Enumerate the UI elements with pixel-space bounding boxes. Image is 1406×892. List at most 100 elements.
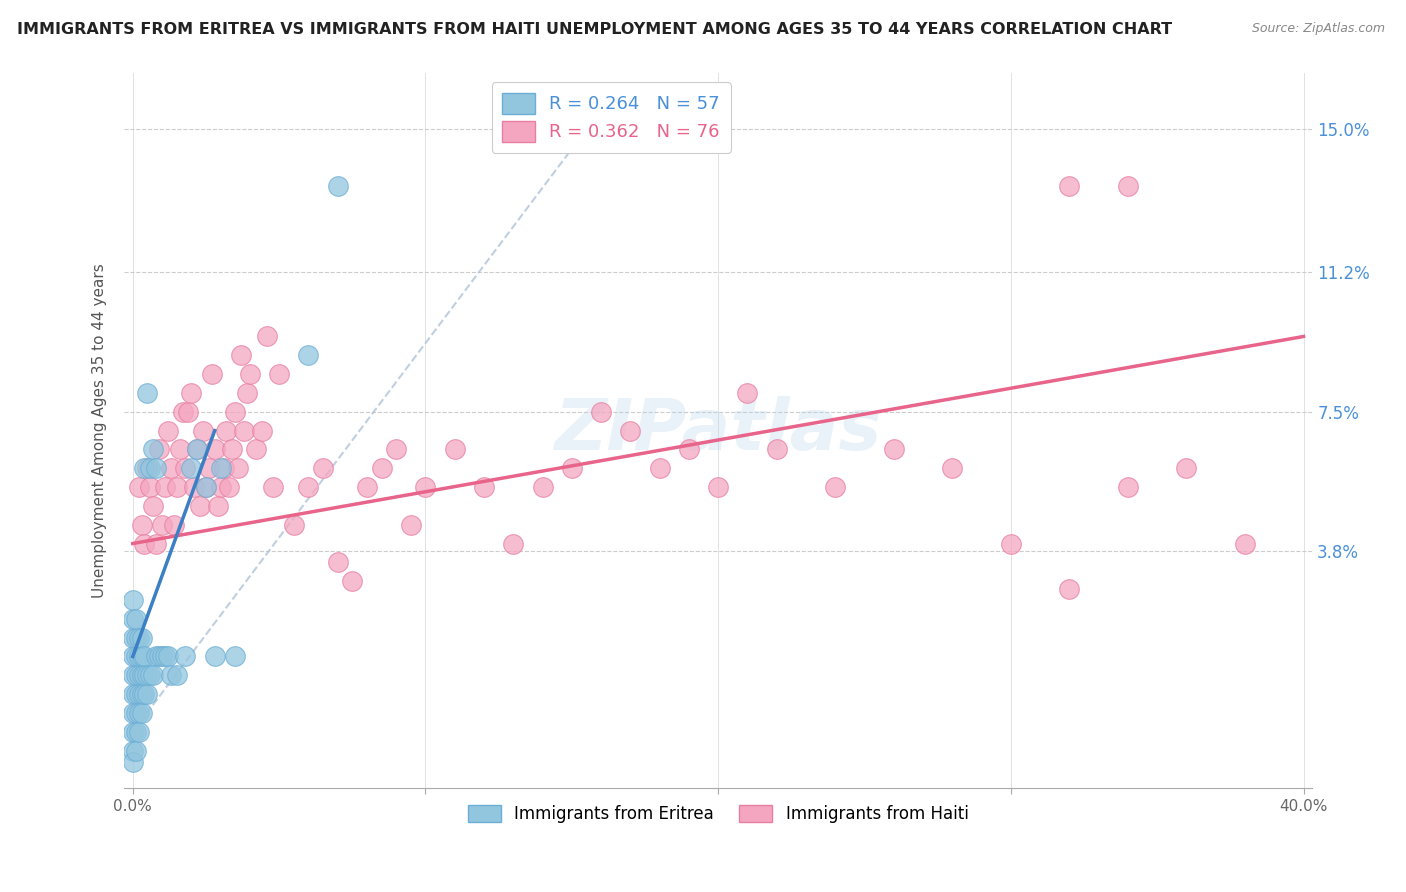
Point: [121, 724, 143, 739]
Point: [131, 706, 153, 720]
Point: [824, 480, 846, 494]
Point: [125, 631, 148, 645]
Point: [136, 461, 159, 475]
Point: [150, 649, 173, 664]
Point: [125, 706, 148, 720]
Point: [128, 668, 150, 682]
Point: [224, 405, 246, 419]
Point: [737, 386, 759, 401]
Point: [198, 461, 221, 475]
Point: [142, 499, 165, 513]
Point: [1059, 582, 1081, 596]
Point: [239, 367, 262, 381]
Point: [128, 480, 150, 494]
Point: [166, 480, 188, 494]
Point: [221, 442, 243, 457]
Point: [1059, 178, 1081, 193]
Point: [128, 631, 150, 645]
Point: [174, 461, 197, 475]
Point: [415, 480, 437, 494]
Point: [134, 668, 156, 682]
Point: [204, 442, 226, 457]
Point: [194, 480, 217, 494]
Point: [121, 612, 143, 626]
Point: [180, 386, 202, 401]
Point: [245, 442, 267, 457]
Point: [502, 536, 524, 550]
Point: [166, 668, 188, 682]
Point: [177, 405, 200, 419]
Point: [191, 424, 214, 438]
Point: [131, 687, 153, 701]
Point: [148, 442, 170, 457]
Point: [131, 668, 153, 682]
Point: [226, 461, 249, 475]
Point: [370, 461, 392, 475]
Point: [256, 329, 278, 343]
Point: [125, 724, 148, 739]
Point: [128, 649, 150, 664]
Point: [385, 442, 408, 457]
Point: [136, 687, 159, 701]
Point: [591, 405, 613, 419]
Text: Source: ZipAtlas.com: Source: ZipAtlas.com: [1251, 22, 1385, 36]
Point: [121, 743, 143, 757]
Point: [139, 461, 162, 475]
Point: [186, 442, 208, 457]
Point: [443, 442, 465, 457]
Point: [326, 555, 349, 569]
Point: [207, 499, 229, 513]
Point: [183, 480, 205, 494]
Point: [883, 442, 905, 457]
Point: [297, 480, 319, 494]
Point: [131, 649, 153, 664]
Point: [159, 461, 181, 475]
Point: [619, 424, 641, 438]
Point: [1116, 480, 1139, 494]
Point: [1175, 461, 1198, 475]
Point: [218, 480, 240, 494]
Point: [128, 706, 150, 720]
Point: [236, 386, 259, 401]
Point: [297, 348, 319, 362]
Point: [224, 649, 246, 664]
Point: [142, 442, 165, 457]
Y-axis label: Unemployment Among Ages 35 to 44 years: Unemployment Among Ages 35 to 44 years: [93, 263, 107, 598]
Point: [121, 687, 143, 701]
Point: [561, 461, 583, 475]
Point: [186, 442, 208, 457]
Point: [312, 461, 335, 475]
Point: [125, 687, 148, 701]
Point: [131, 631, 153, 645]
Point: [283, 517, 305, 532]
Point: [121, 706, 143, 720]
Point: [678, 442, 700, 457]
Point: [169, 442, 191, 457]
Point: [125, 612, 148, 626]
Point: [121, 649, 143, 664]
Point: [128, 687, 150, 701]
Point: [134, 461, 156, 475]
Point: [163, 517, 186, 532]
Point: [121, 593, 143, 607]
Point: [150, 517, 173, 532]
Point: [153, 480, 176, 494]
Point: [121, 755, 143, 769]
Point: [209, 480, 232, 494]
Point: [139, 480, 162, 494]
Point: [128, 724, 150, 739]
Point: [145, 649, 167, 664]
Point: [159, 668, 181, 682]
Point: [707, 480, 730, 494]
Point: [1116, 178, 1139, 193]
Text: ZIPatlas: ZIPatlas: [554, 396, 882, 465]
Point: [212, 461, 235, 475]
Point: [269, 367, 291, 381]
Point: [1233, 536, 1256, 550]
Point: [174, 649, 197, 664]
Point: [145, 461, 167, 475]
Point: [136, 386, 159, 401]
Legend: Immigrants from Eritrea, Immigrants from Haiti: Immigrants from Eritrea, Immigrants from…: [461, 798, 976, 830]
Point: [148, 649, 170, 664]
Point: [180, 461, 202, 475]
